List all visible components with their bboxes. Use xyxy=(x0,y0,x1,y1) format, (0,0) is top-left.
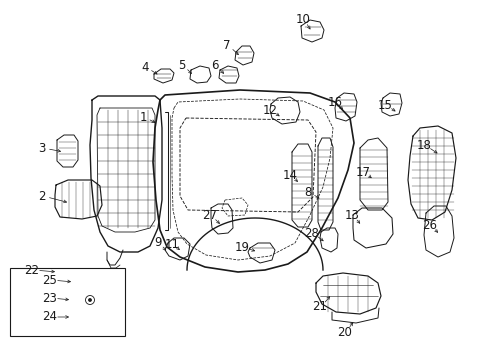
Text: 8: 8 xyxy=(304,185,311,198)
Text: 27: 27 xyxy=(202,208,217,221)
Text: 21: 21 xyxy=(312,301,327,314)
Text: 20: 20 xyxy=(337,325,352,338)
Text: 5: 5 xyxy=(178,59,185,72)
Text: 11: 11 xyxy=(164,238,179,251)
Text: 26: 26 xyxy=(422,219,437,231)
Text: 2: 2 xyxy=(38,189,46,202)
Text: 28: 28 xyxy=(304,226,319,239)
Text: 3: 3 xyxy=(38,141,45,154)
Text: 19: 19 xyxy=(234,240,249,253)
Text: 22: 22 xyxy=(24,264,40,276)
Bar xyxy=(10,268,125,336)
Text: 12: 12 xyxy=(262,104,277,117)
Text: 15: 15 xyxy=(377,99,392,112)
Text: 17: 17 xyxy=(355,166,370,179)
Text: 10: 10 xyxy=(295,13,310,26)
Text: 14: 14 xyxy=(282,168,297,181)
Text: 9: 9 xyxy=(154,235,162,248)
Text: 7: 7 xyxy=(223,39,230,51)
Text: 25: 25 xyxy=(42,274,57,287)
Text: 4: 4 xyxy=(141,60,148,73)
Text: 18: 18 xyxy=(416,139,430,152)
Text: 24: 24 xyxy=(42,310,58,324)
Text: 1: 1 xyxy=(139,111,146,123)
Text: 16: 16 xyxy=(327,95,342,108)
Circle shape xyxy=(89,299,91,301)
Text: 23: 23 xyxy=(42,292,57,305)
Text: 6: 6 xyxy=(211,59,218,72)
Text: 13: 13 xyxy=(344,208,359,221)
